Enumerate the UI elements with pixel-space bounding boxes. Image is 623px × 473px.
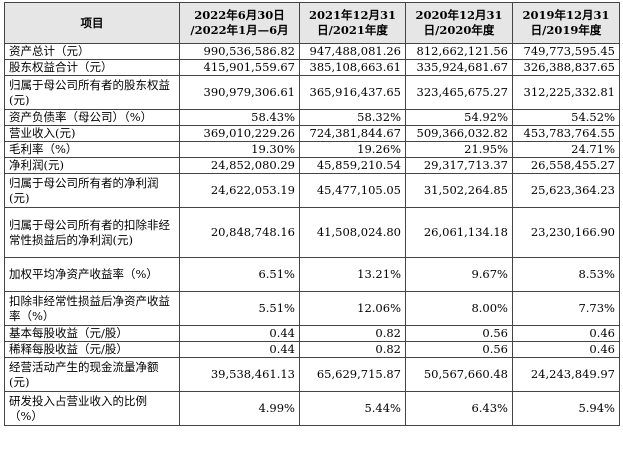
row-gross-margin: 毛利率（%） 19.30% 19.26% 21.95% 24.71% <box>4 141 620 158</box>
header-2021: 2021年12月31 日/2021年度 <box>299 2 406 44</box>
cell-value: 24,622,053.19 <box>179 173 300 208</box>
cell-value: 6.43% <box>405 391 513 426</box>
cell-value: 0.82 <box>299 341 406 358</box>
header-2019: 2019年12月31 日/2019年度 <box>512 2 620 44</box>
cell-value: 509,366,032.82 <box>405 125 513 142</box>
cell-value: 0.46 <box>512 341 620 358</box>
header-item: 项目 <box>4 2 180 44</box>
row-label: 扣除非经常性损益后净资产收益率（%） <box>4 291 180 326</box>
cell-value: 19.30% <box>179 141 300 158</box>
cell-value: 312,225,332.81 <box>512 75 620 110</box>
cell-value: 29,317,713.37 <box>405 157 513 174</box>
cell-value: 0.46 <box>512 325 620 342</box>
cell-value: 26,061,134.18 <box>405 207 513 258</box>
cell-value: 24,852,080.29 <box>179 157 300 174</box>
row-parent-equity: 归属于母公司所有者的股东权益(元) 390,979,306.61 365,916… <box>4 75 620 110</box>
cell-value: 749,773,595.45 <box>512 43 620 60</box>
row-label: 加权平均净资产收益率（%） <box>4 257 180 292</box>
cell-value: 390,979,306.61 <box>179 75 300 110</box>
row-label: 资产负债率（母公司）（%） <box>4 109 180 126</box>
cell-value: 54.92% <box>405 109 513 126</box>
row-total-equity: 股东权益合计（元） 415,901,559.67 385,108,663.61 … <box>4 59 620 76</box>
row-label: 归属于母公司所有者的扣除非经常性损益后的净利润(元) <box>4 207 180 258</box>
cell-value: 21.95% <box>405 141 513 158</box>
cell-value: 5.44% <box>299 391 406 426</box>
cell-value: 4.99% <box>179 391 300 426</box>
row-label: 稀释每股收益（元/股） <box>4 341 180 358</box>
row-label: 研发投入占营业收入的比例（%） <box>4 391 180 426</box>
cell-value: 323,465,675.27 <box>405 75 513 110</box>
cell-value: 26,558,455.27 <box>512 157 620 174</box>
cell-value: 326,388,837.65 <box>512 59 620 76</box>
cell-value: 41,508,024.80 <box>299 207 406 258</box>
header-row: 项目 2022年6月30日/2022年1月—6月 2021年12月31 日/202… <box>4 2 620 44</box>
cell-value: 365,916,437.65 <box>299 75 406 110</box>
row-label: 基本每股收益（元/股） <box>4 325 180 342</box>
cell-value: 24,243,849.97 <box>512 357 620 392</box>
cell-value: 415,901,559.67 <box>179 59 300 76</box>
row-label: 经营活动产生的现金流量净额(元) <box>4 357 180 392</box>
row-adjusted-net-profit: 归属于母公司所有者的扣除非经常性损益后的净利润(元) 20,848,748.16… <box>4 207 620 258</box>
cell-value: 23,230,166.90 <box>512 207 620 258</box>
cell-value: 724,381,844.67 <box>299 125 406 142</box>
cell-value: 5.94% <box>512 391 620 426</box>
row-adjusted-roe: 扣除非经常性损益后净资产收益率（%） 5.51% 12.06% 8.00% 7.… <box>4 291 620 326</box>
cell-value: 39,538,461.13 <box>179 357 300 392</box>
cell-value: 0.44 <box>179 325 300 342</box>
cell-value: 5.51% <box>179 291 300 326</box>
cell-value: 45,477,105.05 <box>299 173 406 208</box>
row-label: 归属于母公司所有者的净利润(元) <box>4 173 180 208</box>
cell-value: 990,536,586.82 <box>179 43 300 60</box>
row-label: 毛利率（%） <box>4 141 180 158</box>
cell-value: 65,629,715.87 <box>299 357 406 392</box>
header-2022h1: 2022年6月30日/2022年1月—6月 <box>179 2 300 44</box>
cell-value: 335,924,681.67 <box>405 59 513 76</box>
row-revenue: 营业收入(元) 369,010,229.26 724,381,844.67 50… <box>4 125 620 142</box>
cell-value: 0.56 <box>405 341 513 358</box>
cell-value: 58.32% <box>299 109 406 126</box>
cell-value: 58.43% <box>179 109 300 126</box>
cell-value: 45,859,210.54 <box>299 157 406 174</box>
row-total-assets: 资产总计（元） 990,536,586.82 947,488,081.26 81… <box>4 43 620 60</box>
row-operating-cash-flow: 经营活动产生的现金流量净额(元) 39,538,461.13 65,629,71… <box>4 357 620 392</box>
cell-value: 369,010,229.26 <box>179 125 300 142</box>
row-label: 股东权益合计（元） <box>4 59 180 76</box>
cell-value: 6.51% <box>179 257 300 292</box>
cell-value: 8.53% <box>512 257 620 292</box>
cell-value: 20,848,748.16 <box>179 207 300 258</box>
cell-value: 947,488,081.26 <box>299 43 406 60</box>
row-diluted-eps: 稀释每股收益（元/股） 0.44 0.82 0.56 0.46 <box>4 341 620 358</box>
cell-value: 0.44 <box>179 341 300 358</box>
cell-value: 0.56 <box>405 325 513 342</box>
cell-value: 54.52% <box>512 109 620 126</box>
row-roe: 加权平均净资产收益率（%） 6.51% 13.21% 9.67% 8.53% <box>4 257 620 292</box>
cell-value: 24.71% <box>512 141 620 158</box>
cell-value: 31,502,264.85 <box>405 173 513 208</box>
row-label: 净利润(元) <box>4 157 180 174</box>
row-label: 营业收入(元) <box>4 125 180 142</box>
cell-value: 50,567,660.48 <box>405 357 513 392</box>
cell-value: 12.06% <box>299 291 406 326</box>
row-net-profit: 净利润(元) 24,852,080.29 45,859,210.54 29,31… <box>4 157 620 174</box>
row-rd-ratio: 研发投入占营业收入的比例（%） 4.99% 5.44% 6.43% 5.94% <box>4 391 620 426</box>
cell-value: 9.67% <box>405 257 513 292</box>
cell-value: 385,108,663.61 <box>299 59 406 76</box>
cell-value: 7.73% <box>512 291 620 326</box>
header-2020: 2020年12月31 日/2020年度 <box>405 2 513 44</box>
cell-value: 25,623,364.23 <box>512 173 620 208</box>
row-label: 归属于母公司所有者的股东权益(元) <box>4 75 180 110</box>
cell-value: 8.00% <box>405 291 513 326</box>
cell-value: 453,783,764.55 <box>512 125 620 142</box>
row-basic-eps: 基本每股收益（元/股） 0.44 0.82 0.56 0.46 <box>4 325 620 342</box>
cell-value: 812,662,121.56 <box>405 43 513 60</box>
row-debt-ratio: 资产负债率（母公司）（%） 58.43% 58.32% 54.92% 54.52… <box>4 109 620 126</box>
cell-value: 0.82 <box>299 325 406 342</box>
row-label: 资产总计（元） <box>4 43 180 60</box>
row-parent-net-profit: 归属于母公司所有者的净利润(元) 24,622,053.19 45,477,10… <box>4 173 620 208</box>
cell-value: 13.21% <box>299 257 406 292</box>
financial-data-table: 项目 2022年6月30日/2022年1月—6月 2021年12月31 日/202… <box>4 2 620 426</box>
cell-value: 19.26% <box>299 141 406 158</box>
